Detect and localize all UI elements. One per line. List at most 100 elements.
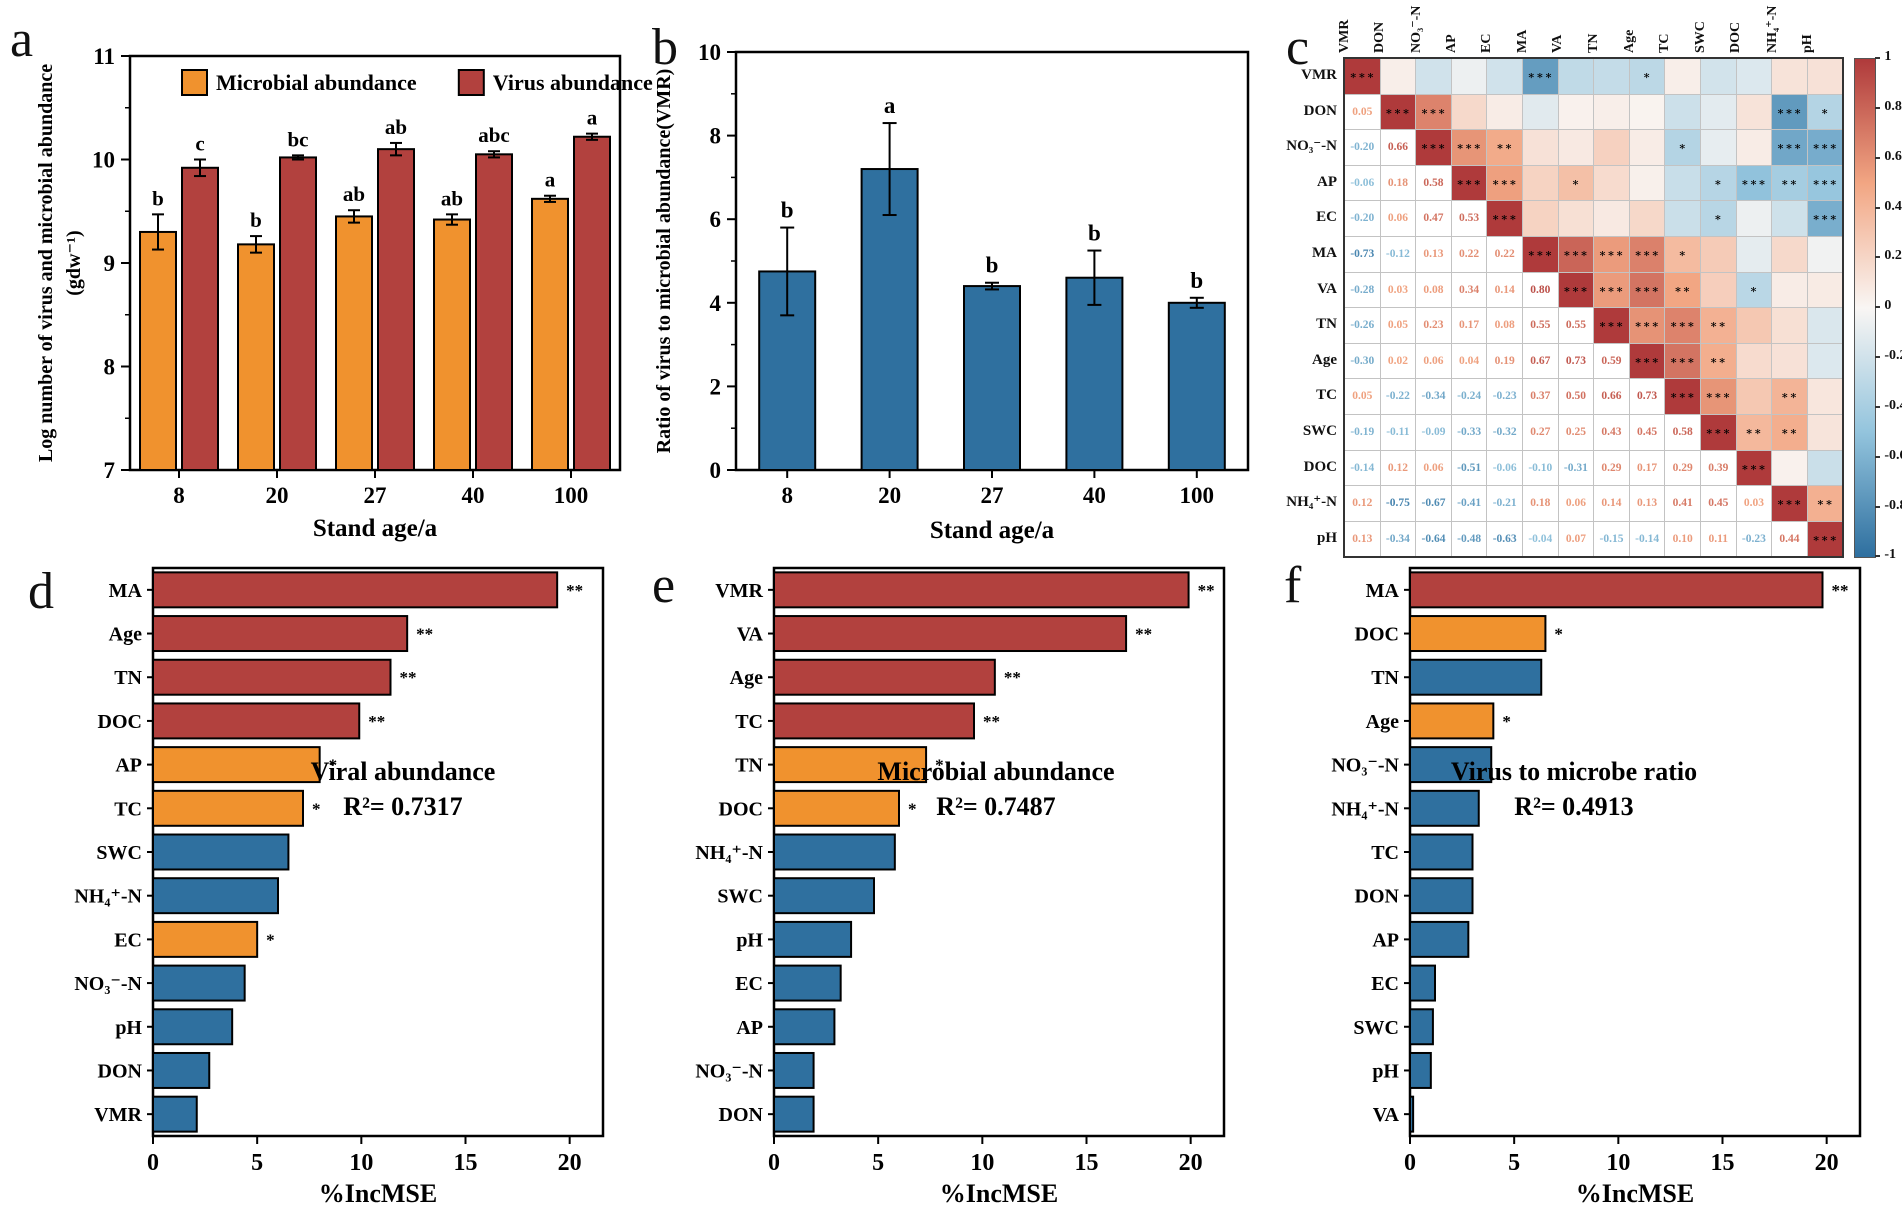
heatmap-correlation-cell: ∗∗∗ (1593, 236, 1630, 273)
heatmap-correlation-cell (1486, 58, 1523, 95)
category-label: SWC (96, 842, 142, 864)
heatmap-value-cell: -0.26 (1344, 307, 1381, 344)
colorbar-tick (1875, 156, 1881, 159)
significance-stars: ∗∗∗ (1384, 105, 1411, 118)
significance-stars: ∗∗∗ (1669, 354, 1696, 367)
incmse-bar-NH₄⁺-N (773, 833, 896, 871)
heatmap-correlation-cell: ∗∗∗ (1664, 342, 1701, 380)
heatmap-column-label: AP (1443, 34, 1459, 53)
y-axis-title: Log number of virus and microbial abunda… (35, 64, 57, 462)
significance-stars: ∗∗∗ (1349, 70, 1376, 82)
panel-b-vmr-bar-chart: 0 2 4 6 8 10 8 b 20 a 27 b 40 b 100 b Stand age/a Ratio o… (653, 40, 1250, 544)
category-label: NO₃⁻-N (1331, 755, 1399, 777)
heatmap-column-label: VA (1550, 34, 1566, 53)
heatmap-value-cell: 0.66 (1379, 129, 1417, 166)
category-label: NH₄⁺-N (695, 842, 763, 864)
heatmap-correlation-cell (1700, 58, 1737, 95)
annotation-title: Microbial abundance (877, 757, 1114, 786)
heatmap-value-cell: 0.22 (1486, 236, 1523, 273)
heatmap-row-label: pH (1316, 529, 1337, 546)
significance-stars: * (312, 799, 321, 818)
y-axis-title-units: (gdw⁻¹) (63, 230, 85, 295)
heatmap-value-cell: -0.63 (1486, 520, 1523, 558)
significance-stars: ∗∗ (1780, 176, 1799, 189)
heatmap-diagonal-cell: ∗∗∗ (1379, 93, 1417, 131)
incmse-bar-DOC (152, 702, 361, 740)
heatmap-value-cell: -0.75 (1379, 485, 1417, 522)
heatmap-correlation-cell (1379, 58, 1417, 95)
incmse-bar-SWC (1409, 1008, 1434, 1046)
heatmap-row-label: VA (1317, 280, 1337, 297)
colorbar-tick-label: 1 (1884, 49, 1892, 64)
incmse-bar-NH₄⁺-N (152, 877, 279, 915)
x-tick-label: 100 (554, 483, 589, 508)
heatmap-correlation-cell (1771, 58, 1808, 95)
panel-letter-a: a (10, 11, 34, 68)
significance-stars: * (1502, 712, 1511, 731)
heatmap-value-cell: 0.08 (1486, 307, 1523, 344)
significance-stars: ** (1198, 581, 1215, 600)
heatmap-correlation-cell: ∗∗ (1771, 414, 1808, 451)
colorbar-tick (1875, 405, 1881, 408)
incmse-bar-NO₃⁻-N (773, 1051, 815, 1089)
significance-stars: * (935, 756, 944, 775)
heatmap-column-label: NO₃⁻-N (1409, 5, 1424, 53)
category-label: VA (1373, 1104, 1400, 1126)
incmse-bar-AP (773, 1008, 836, 1046)
heatmap-correlation-cell (1735, 342, 1773, 380)
x-axis-title: Stand age/a (930, 517, 1055, 544)
colorbar-tick-label: 0.6 (1884, 148, 1902, 164)
incmse-bar-NO₃⁻-N (1409, 746, 1493, 784)
category-label: NH₄⁺-N (1331, 798, 1399, 820)
category-label: TN (1371, 667, 1399, 689)
heatmap-value-cell: -0.22 (1379, 378, 1417, 415)
heatmap-correlation-cell (1771, 449, 1808, 487)
heatmap-column-label: SWC (1692, 21, 1708, 53)
incmse-bar-TN (152, 658, 392, 696)
heatmap-correlation-cell (1806, 342, 1844, 380)
heatmap-value-cell: 0.53 (1450, 200, 1488, 237)
incmse-bar-VMR (773, 571, 1190, 609)
heatmap-value-cell: 0.08 (1415, 271, 1452, 309)
heatmap-value-cell: -0.73 (1344, 236, 1381, 273)
heatmap-correlation-cell (1700, 129, 1737, 166)
sig-letter: c (195, 132, 204, 156)
virus-abundance-bar (573, 135, 611, 471)
annotation-title: Virus to microbe ratio (1451, 757, 1697, 786)
significance-stars: ∗∗∗ (1562, 248, 1589, 260)
heatmap-value-cell: -0.67 (1415, 485, 1452, 522)
category-label: DON (719, 1104, 764, 1126)
heatmap-value-cell: -0.12 (1379, 236, 1417, 273)
category-label: AP (736, 1017, 763, 1039)
heatmap-value-cell: -0.41 (1450, 485, 1488, 522)
incmse-bar-AP (152, 746, 321, 784)
heatmap-correlation-cell: ∗∗ (1700, 342, 1737, 380)
sig-letter: b (1190, 268, 1203, 293)
incmse-bar-MA (152, 571, 559, 609)
incmse-bar-TN (1409, 658, 1543, 696)
heatmap-column-label: TC (1657, 33, 1673, 53)
category-label: pH (736, 929, 763, 951)
heatmap-value-cell: -0.09 (1415, 414, 1452, 451)
legend-swatch-virus (457, 69, 485, 96)
category-label: EC (1371, 973, 1399, 995)
heatmap-correlation-cell (1771, 200, 1808, 237)
heatmap-correlation-cell: ∗∗∗ (1557, 236, 1595, 273)
category-label: SWC (717, 886, 763, 908)
incmse-bar-NH₄⁺-N (1409, 789, 1480, 827)
category-label: DON (1355, 886, 1400, 908)
microbial-abundance-bar (433, 218, 471, 471)
y-axis-title: Ratio of virus to microbial abundance(VM… (653, 69, 675, 454)
heatmap-correlation-cell (1806, 236, 1844, 273)
heatmap-correlation-cell: ∗ (1700, 164, 1737, 202)
heatmap-value-cell: 0.25 (1557, 414, 1595, 451)
category-label: Age (1366, 711, 1399, 733)
x-tick-label: 0 (768, 1150, 780, 1176)
y-tick-label: 6 (710, 207, 722, 232)
heatmap-value-cell: 0.66 (1593, 378, 1630, 415)
heatmap-correlation-cell: ∗∗∗ (1486, 164, 1523, 202)
heatmap-value-cell: -0.34 (1379, 520, 1417, 558)
heatmap-correlation-cell (1522, 93, 1559, 131)
colorbar-tick (1875, 106, 1881, 109)
significance-stars: * (266, 930, 275, 949)
